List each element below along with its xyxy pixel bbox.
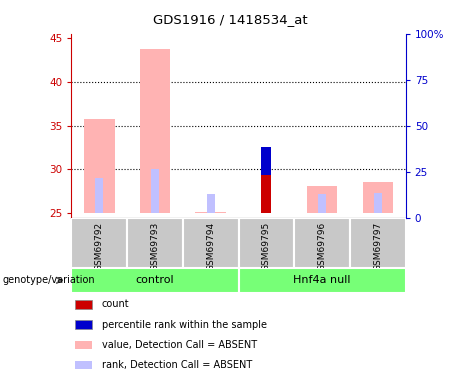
Bar	[294, 217, 350, 268]
Bar	[238, 217, 294, 268]
Text: control: control	[136, 275, 174, 285]
Text: GSM69795: GSM69795	[262, 222, 271, 271]
Bar	[318, 194, 326, 213]
Text: count: count	[101, 300, 129, 309]
Text: GSM69794: GSM69794	[206, 222, 215, 271]
Text: GSM69793: GSM69793	[150, 222, 160, 271]
Text: percentile rank within the sample: percentile rank within the sample	[101, 320, 266, 330]
Bar	[207, 194, 215, 213]
Bar	[84, 120, 115, 213]
Bar	[362, 183, 393, 213]
Bar	[71, 268, 239, 292]
Text: Hnf4a null: Hnf4a null	[293, 275, 351, 285]
Text: GSM69796: GSM69796	[318, 222, 327, 271]
Bar	[151, 170, 159, 213]
Bar	[183, 217, 238, 268]
Text: GSM69797: GSM69797	[373, 222, 382, 271]
Bar	[75, 340, 91, 349]
Bar	[75, 300, 91, 309]
Text: GSM69792: GSM69792	[95, 222, 104, 271]
Bar	[127, 217, 183, 268]
Bar	[261, 147, 272, 175]
Bar	[238, 268, 406, 292]
Text: rank, Detection Call = ABSENT: rank, Detection Call = ABSENT	[101, 360, 252, 370]
Bar	[71, 217, 127, 268]
Text: value, Detection Call = ABSENT: value, Detection Call = ABSENT	[101, 340, 257, 350]
Bar	[195, 212, 226, 213]
Bar	[140, 49, 170, 213]
Bar	[75, 361, 91, 369]
Bar	[307, 186, 337, 213]
Bar	[350, 217, 406, 268]
Bar	[95, 178, 103, 213]
Text: GDS1916 / 1418534_at: GDS1916 / 1418534_at	[153, 13, 308, 26]
Bar	[261, 175, 272, 213]
Bar	[75, 320, 91, 329]
Text: genotype/variation: genotype/variation	[2, 275, 95, 285]
Bar	[374, 193, 382, 213]
